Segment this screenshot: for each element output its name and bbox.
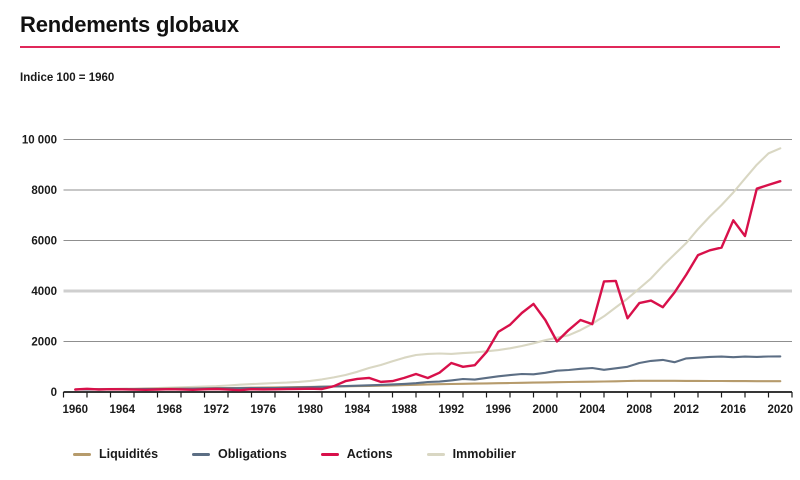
legend-label: Obligations [218,447,287,461]
x-axis-label: 1968 [156,404,182,416]
x-axis-label: 2020 [767,404,793,416]
y-axis-label: 10 000 [22,135,57,147]
legend-swatch [192,452,211,456]
x-axis-label: 1980 [297,404,323,416]
title-divider [20,46,780,48]
legend-item-liquidites: Liquidités [73,447,158,461]
x-axis-label: 1996 [485,404,511,416]
legend-item-obligations: Obligations [192,447,287,461]
y-axis-label: 8000 [31,185,57,197]
legend-label: Immobilier [452,447,516,461]
y-axis-label: 4000 [31,286,57,298]
x-axis-label: 2000 [532,404,558,416]
legend-label: Actions [346,447,393,461]
legend-item-immobilier: Immobilier [426,447,516,461]
chart-legend: Liquidités Obligations Actions Immobilier [73,447,516,461]
x-axis-label: 1964 [109,404,135,416]
series-line-actions [74,179,782,392]
legend-item-actions: Actions [320,447,393,461]
x-axis-label: 1988 [391,404,417,416]
legend-label: Liquidités [99,447,159,461]
x-axis-label: 1984 [344,404,370,416]
legend-swatch [73,452,91,456]
x-axis-label: 2004 [579,404,605,416]
x-axis-label: 1992 [438,404,464,416]
legend-swatch [320,452,339,456]
y-axis-label: 2000 [31,337,57,349]
legend-swatch [426,452,445,456]
x-axis-label: 1972 [203,404,229,416]
series-line-immobilier [74,147,782,391]
y-axis-label: 6000 [31,236,57,248]
x-axis-label: 1960 [62,404,88,416]
x-axis-label: 1976 [250,404,276,416]
page-title: Rendements globaux [20,12,239,37]
x-axis-label: 2012 [673,404,699,416]
chart-subtitle: Indice 100 = 1960 [20,72,115,84]
x-axis-label: 2008 [626,404,652,416]
x-axis-label: 2016 [720,404,746,416]
y-axis-label: 0 [51,387,57,399]
